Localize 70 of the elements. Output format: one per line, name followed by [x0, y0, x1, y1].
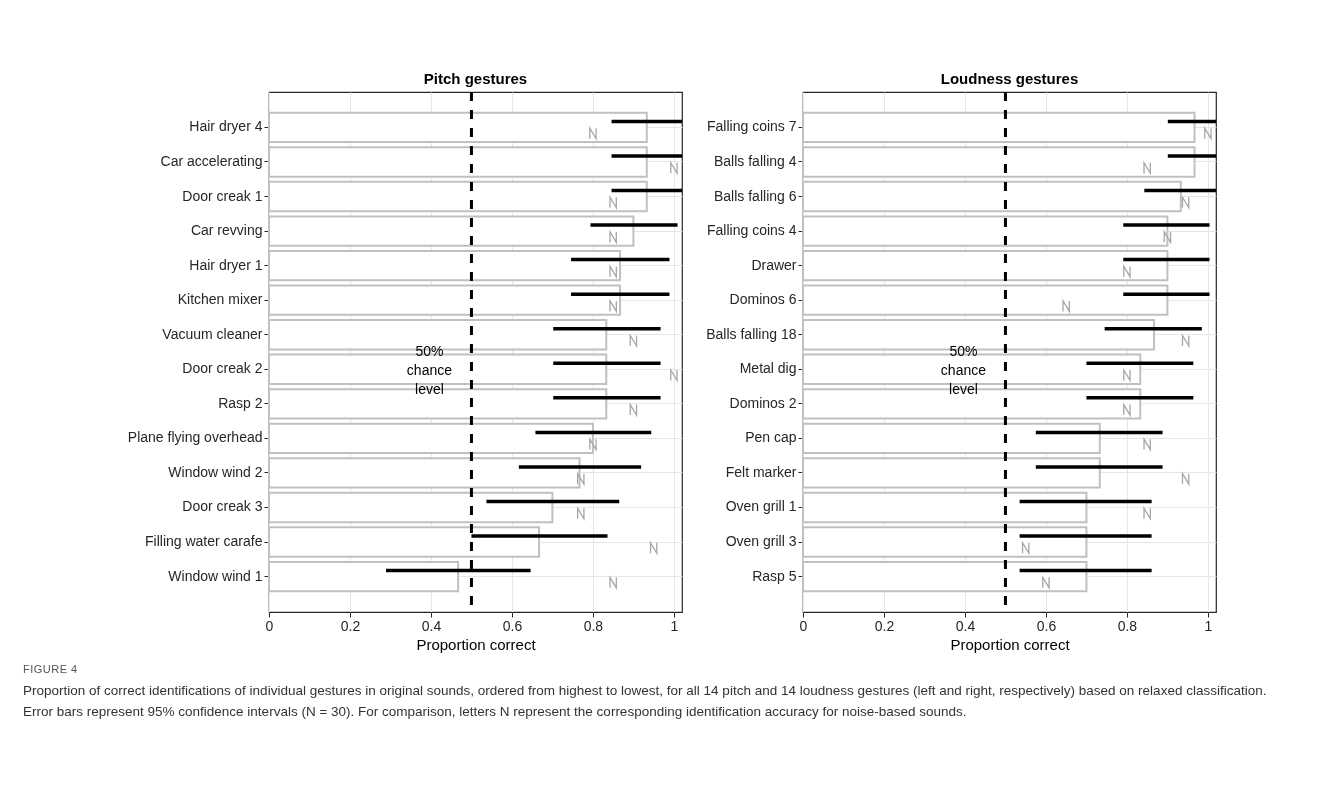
y-tick-label: Balls falling 18: [706, 325, 797, 342]
y-tick-label: Dominos 6: [729, 291, 797, 308]
y-tick-label: Vacuum cleaner: [162, 325, 263, 342]
bar: [268, 146, 648, 178]
bar: [802, 249, 1169, 282]
x-tick-label: 0.8: [1117, 617, 1138, 634]
bar: [802, 284, 1169, 316]
x-tick-label: 0.4: [421, 617, 442, 634]
x-axis-title: Proportion correct: [950, 635, 1071, 653]
bar: [268, 491, 554, 524]
x-tick-label: 0.8: [583, 617, 604, 634]
text: Proportion of correct identifications of individual gestures in original sounds, ordered from highest to lowest, for all 14 pitch and 14 loudness gestures (left and right, respectively) based on relaxed classification. Error bars represent 95% confidence intervals (N = 30). For comparison, letters N represent the corresponding identification accuracy for noise-based sounds.: [23, 682, 1268, 721]
caption: FIGURE 4: [23, 662, 79, 677]
x-tick-label: 0: [799, 617, 808, 634]
ref-line-label: 50% chance level: [406, 343, 453, 397]
bar: [268, 249, 622, 282]
bar: [268, 422, 594, 455]
bar: [268, 111, 648, 144]
x-tick-label: 0.2: [340, 617, 361, 634]
bar: [802, 180, 1182, 213]
x-tick-label: 0.6: [1036, 617, 1057, 634]
bar: [268, 215, 635, 247]
bar: [268, 560, 460, 593]
x-tick-label: 0: [265, 617, 274, 634]
bar: [802, 111, 1196, 144]
y-tick-label: Window wind 1: [168, 567, 263, 584]
y-tick-label: Window wind 2: [168, 463, 263, 480]
chart-title: Loudness gestures: [940, 69, 1079, 87]
y-tick-label: Car accelerating: [160, 152, 263, 169]
bar: [268, 526, 541, 558]
y-tick-label: Kitchen mixer: [177, 291, 263, 308]
y-tick-label: Falling coins 4: [707, 222, 797, 239]
y-tick-label: Drawer: [751, 256, 797, 273]
y-tick-label: Pen cap: [745, 429, 797, 446]
y-tick-label: Rasp 2: [218, 394, 263, 411]
bar: [802, 422, 1101, 455]
y-tick-label: Balls falling 4: [714, 152, 797, 169]
bar: [268, 284, 622, 316]
y-tick-label: Dominos 2: [729, 394, 797, 411]
y-tick-label: Falling coins 7: [707, 118, 797, 135]
bar: [802, 560, 1088, 593]
y-tick-label: Door creak 2: [182, 360, 263, 377]
chart-title: Pitch gestures: [423, 69, 528, 87]
y-tick-label: Filling water carafe: [145, 533, 263, 550]
bar: [802, 457, 1101, 489]
bar: [802, 215, 1169, 247]
x-tick-label: 1: [670, 617, 679, 634]
y-tick-label: Hair dryer 1: [189, 256, 263, 273]
bar: [268, 180, 648, 213]
ref-line-label: 50% chance level: [940, 343, 987, 397]
y-tick-label: Hair dryer 4: [189, 118, 263, 135]
x-tick-label: 0.4: [955, 617, 976, 634]
bar: [268, 457, 581, 489]
x-tick-label: 0.6: [502, 617, 523, 634]
y-tick-label: Balls falling 6: [714, 187, 797, 204]
y-tick-label: Felt marker: [725, 463, 797, 480]
y-tick-label: Metal dig: [739, 360, 797, 377]
bar: [802, 526, 1088, 558]
bar: [802, 146, 1196, 178]
y-tick-label: Door creak 3: [182, 498, 263, 515]
y-tick-label: Door creak 1: [182, 187, 263, 204]
x-tick-label: 0.2: [874, 617, 895, 634]
x-axis-title: Proportion correct: [416, 635, 537, 653]
y-tick-label: Plane flying overhead: [127, 429, 263, 446]
x-tick-label: 1: [1204, 617, 1213, 634]
y-tick-label: Car revving: [190, 222, 263, 239]
bar: [802, 491, 1088, 524]
y-tick-label: Oven grill 3: [725, 533, 797, 550]
y-tick-label: Rasp 5: [752, 567, 797, 584]
y-tick-label: Oven grill 1: [725, 498, 797, 515]
